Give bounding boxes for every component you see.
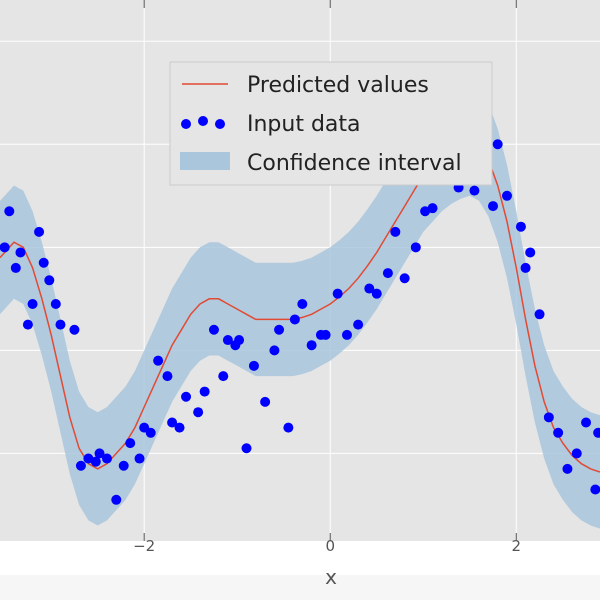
data-point xyxy=(274,324,285,335)
data-point xyxy=(520,262,531,273)
data-point xyxy=(248,360,259,371)
data-point xyxy=(44,275,55,286)
data-point xyxy=(153,355,164,366)
data-point xyxy=(390,226,401,237)
x-axis-ticks: −2 0 2 xyxy=(133,0,521,555)
data-point xyxy=(55,319,66,330)
legend-label-predicted: Predicted values xyxy=(247,73,429,98)
data-point xyxy=(501,190,512,201)
data-point xyxy=(10,262,21,273)
legend: Predicted values Input data Confidence i… xyxy=(169,61,493,186)
data-point xyxy=(320,329,331,340)
bottom-strip xyxy=(0,575,600,600)
data-point xyxy=(492,139,503,150)
data-point xyxy=(297,298,308,309)
data-point xyxy=(118,460,129,471)
predicted-line xyxy=(0,138,600,473)
data-point xyxy=(111,494,122,505)
data-point xyxy=(218,371,229,382)
data-point xyxy=(125,438,136,449)
data-point xyxy=(260,396,271,407)
data-point xyxy=(562,463,573,474)
data-point xyxy=(410,242,421,253)
data-point xyxy=(593,427,600,438)
data-point xyxy=(27,298,38,309)
data-point xyxy=(0,242,10,253)
data-point xyxy=(15,247,26,258)
x-tick-label: 2 xyxy=(512,537,522,555)
data-point xyxy=(332,288,343,299)
data-point xyxy=(69,324,80,335)
data-point xyxy=(34,226,45,237)
data-point xyxy=(515,221,526,232)
data-point xyxy=(134,453,145,464)
legend-point-swatch xyxy=(215,119,225,129)
data-point xyxy=(162,371,173,382)
data-point xyxy=(534,309,545,320)
data-point xyxy=(208,324,219,335)
data-point xyxy=(590,484,600,495)
data-point xyxy=(234,335,245,346)
data-point xyxy=(199,386,210,397)
data-point xyxy=(222,335,233,346)
legend-point-swatch xyxy=(198,116,208,126)
data-point xyxy=(145,427,156,438)
data-point xyxy=(22,319,33,330)
data-point xyxy=(101,453,112,464)
data-point xyxy=(283,422,294,433)
data-point xyxy=(353,319,364,330)
data-point xyxy=(94,448,105,459)
data-point xyxy=(341,329,352,340)
data-point xyxy=(167,417,178,428)
data-point xyxy=(90,456,101,467)
data-point xyxy=(525,247,536,258)
data-point xyxy=(75,460,86,471)
x-tick-label: −2 xyxy=(133,537,155,555)
data-point xyxy=(269,345,280,356)
data-point xyxy=(50,298,61,309)
data-point xyxy=(371,288,382,299)
data-point xyxy=(174,422,185,433)
data-point xyxy=(193,407,204,418)
data-point xyxy=(553,427,564,438)
legend-band-swatch xyxy=(180,152,230,170)
legend-label-confidence: Confidence interval xyxy=(247,151,462,176)
data-point xyxy=(571,448,582,459)
data-point xyxy=(488,201,499,212)
data-point xyxy=(469,185,480,196)
data-point xyxy=(399,273,410,284)
data-point xyxy=(38,257,49,268)
x-tick-label: 0 xyxy=(325,537,335,555)
data-point xyxy=(289,314,300,325)
input-points xyxy=(0,139,600,505)
data-point xyxy=(306,340,317,351)
data-point xyxy=(364,283,375,294)
data-point xyxy=(427,203,438,214)
data-point xyxy=(181,391,192,402)
data-point xyxy=(543,412,554,423)
data-point xyxy=(581,417,592,428)
data-point xyxy=(241,443,252,454)
legend-label-input: Input data xyxy=(247,112,361,137)
data-point xyxy=(382,268,393,279)
legend-point-swatch xyxy=(181,119,191,129)
data-point xyxy=(4,206,15,217)
